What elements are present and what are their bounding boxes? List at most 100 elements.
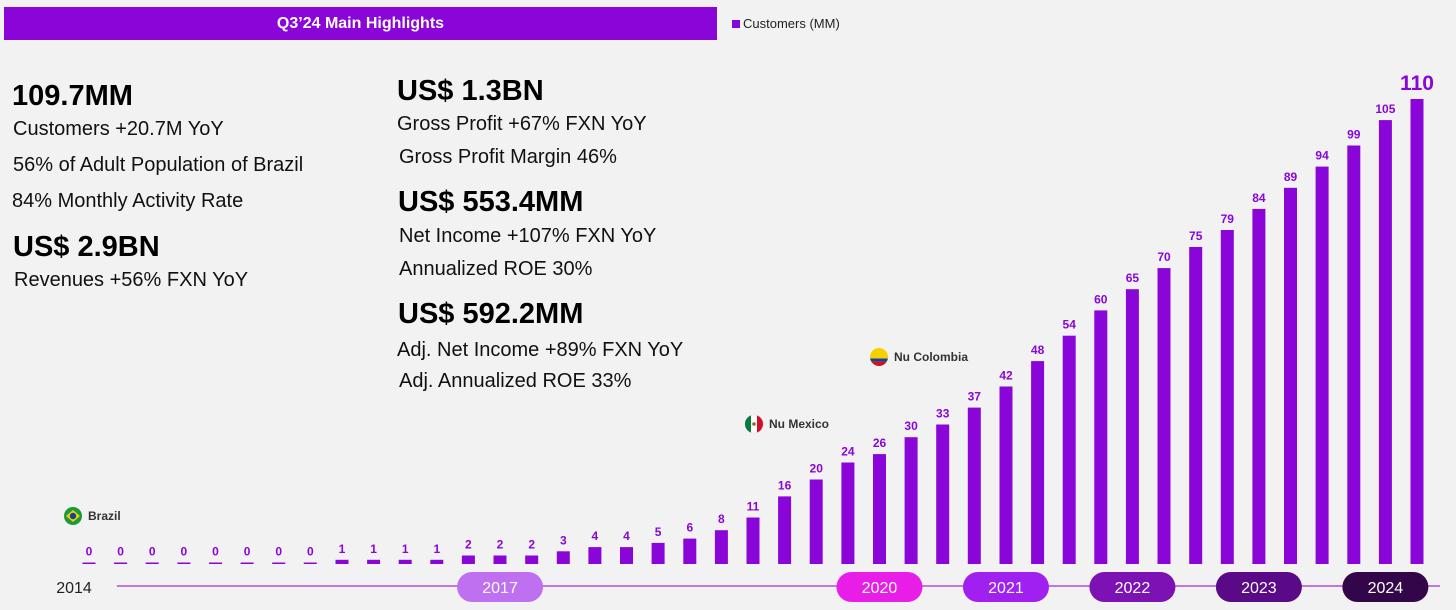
country-annotation-label: Nu Colombia xyxy=(894,350,968,364)
bar xyxy=(1378,120,1392,564)
bar xyxy=(904,437,918,564)
mexico-flag-red xyxy=(757,415,764,433)
net-income-line-2: Annualized ROE 30% xyxy=(399,258,593,280)
customers-line-3: 84% Monthly Activity Rate xyxy=(12,190,244,212)
bar-value-label: 1 xyxy=(370,542,377,556)
bar xyxy=(209,562,222,564)
bar xyxy=(82,562,96,564)
year-label: 2017 xyxy=(482,580,518,597)
mexico-flag-emblem xyxy=(752,422,756,426)
bar xyxy=(1220,230,1234,564)
bar-value-label: 4 xyxy=(592,529,599,543)
bar xyxy=(588,547,602,564)
year-pill xyxy=(1089,572,1176,602)
bar-value-label: 89 xyxy=(1284,170,1298,184)
bar-value-label: 16 xyxy=(778,478,792,492)
legend-swatch xyxy=(732,19,740,28)
year-pill xyxy=(836,572,923,602)
bar xyxy=(841,462,855,564)
bar xyxy=(1284,187,1297,565)
bar xyxy=(240,562,254,564)
chart-legend: Customers (MM) xyxy=(732,16,840,31)
bar-value-label: 105 xyxy=(1375,102,1395,116)
bar-value-label: 37 xyxy=(968,390,982,404)
adj-net-income-line-2: Adj. Annualized ROE 33% xyxy=(399,370,632,392)
legend-label: Customers (MM) xyxy=(743,16,840,31)
bar-value-label: 5 xyxy=(655,525,662,539)
net-income-line-1: Net Income +107% FXN YoY xyxy=(399,225,657,247)
bar-value-label: 6 xyxy=(686,521,693,535)
colombia-flag-blue xyxy=(870,358,888,362)
bar xyxy=(303,562,317,564)
bar-value-label: 20 xyxy=(810,462,824,476)
bar xyxy=(999,386,1013,564)
revenues-value: US$ 2.9BN xyxy=(13,231,160,263)
year-pill xyxy=(1342,572,1429,602)
year-pill xyxy=(457,572,544,602)
highlights-header: Q3’24 Main Highlights xyxy=(4,7,717,40)
year-pill xyxy=(1215,572,1302,602)
bar-value-label: 11 xyxy=(747,500,760,514)
bar xyxy=(1410,99,1424,564)
bar xyxy=(367,559,381,564)
bar-value-label: 1 xyxy=(339,542,346,556)
country-annotation-label: Brazil xyxy=(88,509,121,523)
bar xyxy=(461,555,475,564)
bar-value-label: 24 xyxy=(841,445,855,459)
bar-value-label: 75 xyxy=(1189,229,1203,243)
bar-value-label: 2 xyxy=(465,538,472,552)
bar xyxy=(1094,310,1108,564)
bar xyxy=(936,424,950,564)
year-label: 2021 xyxy=(988,580,1024,597)
bar xyxy=(335,559,349,564)
gross-profit-value: US$ 1.3BN xyxy=(397,75,544,107)
bar-value-label: 79 xyxy=(1221,212,1235,226)
bar xyxy=(272,562,286,564)
bar-value-label: 0 xyxy=(117,545,124,559)
bar xyxy=(1189,247,1203,564)
bar xyxy=(430,559,444,564)
bar xyxy=(114,562,128,564)
bar-value-label: 1 xyxy=(402,542,409,556)
year-label: 2020 xyxy=(862,580,898,597)
bar xyxy=(873,454,886,564)
adj-net-income-value: US$ 592.2MM xyxy=(398,298,584,330)
bar-value-label: 48 xyxy=(1031,343,1045,357)
bar-value-label: 1 xyxy=(433,542,440,556)
bar xyxy=(1252,208,1266,564)
customers-value: 109.7MM xyxy=(12,80,133,112)
bar xyxy=(778,496,792,564)
year-pill xyxy=(31,572,117,602)
year-label: 2022 xyxy=(1115,580,1151,597)
bar-value-label: 0 xyxy=(86,545,93,559)
bar xyxy=(714,530,728,564)
year-label: 2024 xyxy=(1368,580,1404,597)
bar-value-label: 94 xyxy=(1315,149,1329,163)
bar xyxy=(1157,268,1171,564)
bar xyxy=(525,555,539,564)
bar xyxy=(620,547,633,564)
bar-value-label: 42 xyxy=(999,369,1013,383)
bar-value-label: 0 xyxy=(307,545,314,559)
customers-line-2: 56% of Adult Population of Brazil xyxy=(13,154,304,176)
bar-value-label: 0 xyxy=(181,545,188,559)
bar-value-label: 3 xyxy=(560,533,567,547)
bar-value-label: 33 xyxy=(936,407,950,421)
bar xyxy=(493,555,507,564)
bar-value-label: 0 xyxy=(212,545,219,559)
gross-profit-line-2: Gross Profit Margin 46% xyxy=(399,146,617,168)
adj-net-income-line-1: Adj. Net Income +89% FXN YoY xyxy=(397,339,684,361)
revenues-line-1: Revenues +56% FXN YoY xyxy=(14,269,249,291)
gross-profit-line-1: Gross Profit +67% FXN YoY xyxy=(397,113,647,135)
bar-value-label: 4 xyxy=(623,529,630,543)
bar xyxy=(1315,166,1329,564)
country-annotation-label: Nu Mexico xyxy=(769,417,829,431)
bar-value-label: 60 xyxy=(1094,292,1108,306)
bar-value-label: 0 xyxy=(275,545,282,559)
bar xyxy=(746,517,760,564)
bar xyxy=(1062,335,1076,564)
bar-value-label: 2 xyxy=(528,538,535,552)
year-label: 2023 xyxy=(1241,580,1277,597)
net-income-value: US$ 553.4MM xyxy=(398,186,584,218)
